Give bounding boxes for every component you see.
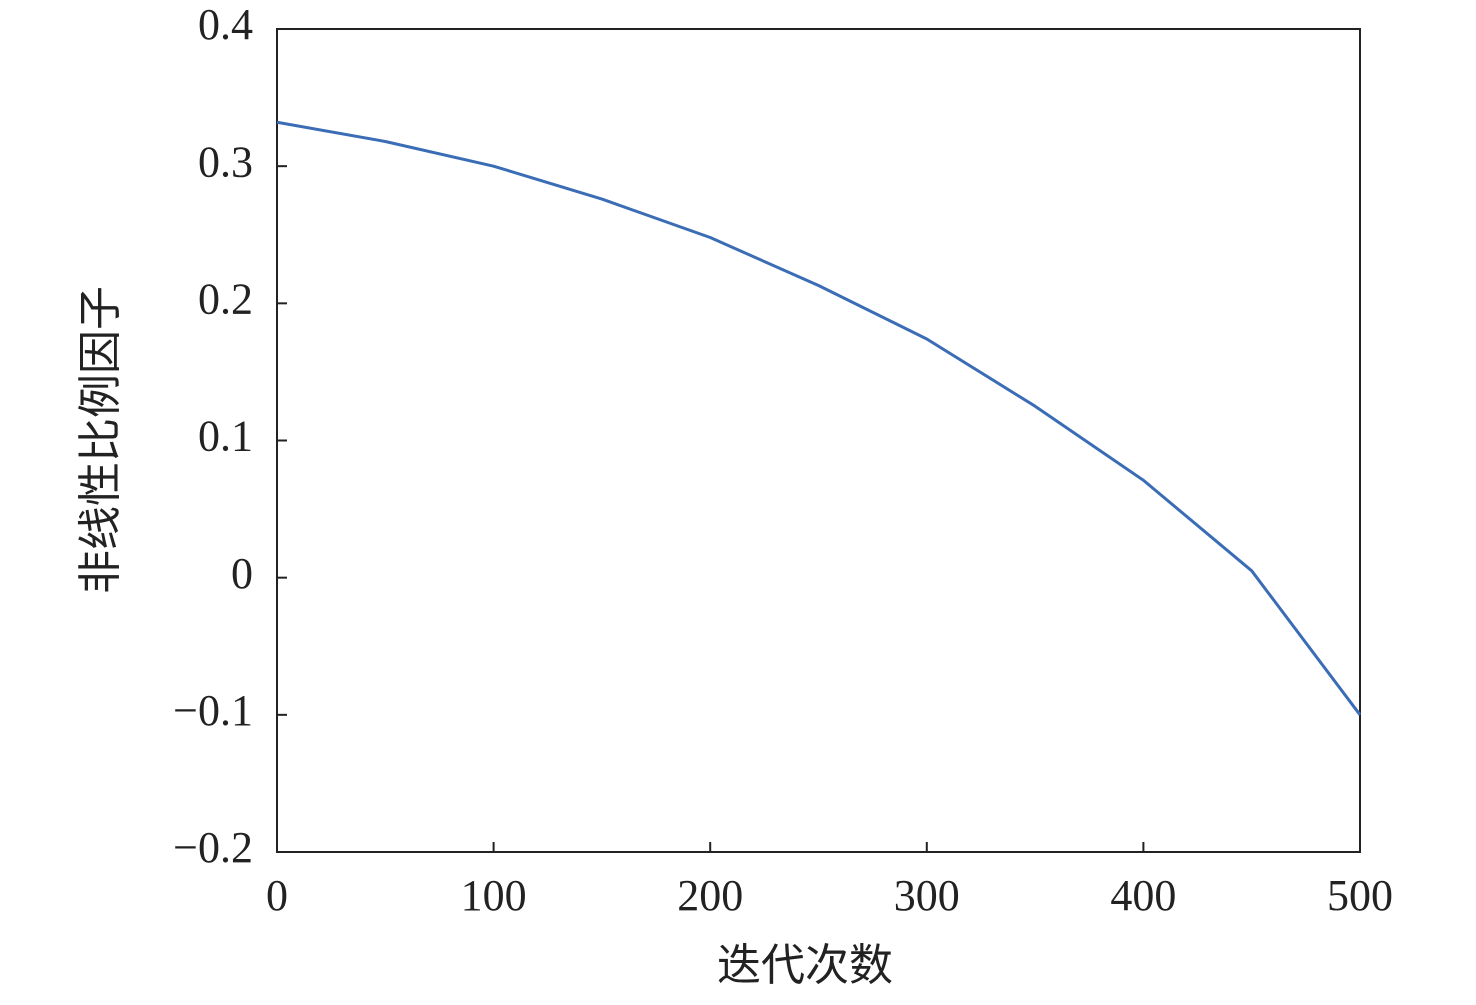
- y-tick-label: −0.2: [173, 823, 253, 872]
- y-tick-label: 0: [231, 549, 253, 598]
- y-axis-label: 非线性比例因子: [76, 286, 125, 594]
- x-tick-label: 500: [1327, 871, 1393, 920]
- x-tick-label: 100: [461, 871, 527, 920]
- y-tick-label: −0.1: [173, 686, 253, 735]
- y-tick-label: 0.2: [198, 274, 253, 323]
- x-tick-label: 300: [894, 871, 960, 920]
- y-tick-label: 0.4: [198, 0, 253, 49]
- x-axis-label: 迭代次数: [717, 941, 893, 990]
- y-tick-label: 0.3: [198, 137, 253, 186]
- x-tick-label: 200: [677, 871, 743, 920]
- x-tick-label: 400: [1110, 871, 1176, 920]
- data-line: [276, 120, 1362, 716]
- x-tick-label: 0: [266, 871, 288, 920]
- y-tick-label: 0.1: [198, 412, 253, 461]
